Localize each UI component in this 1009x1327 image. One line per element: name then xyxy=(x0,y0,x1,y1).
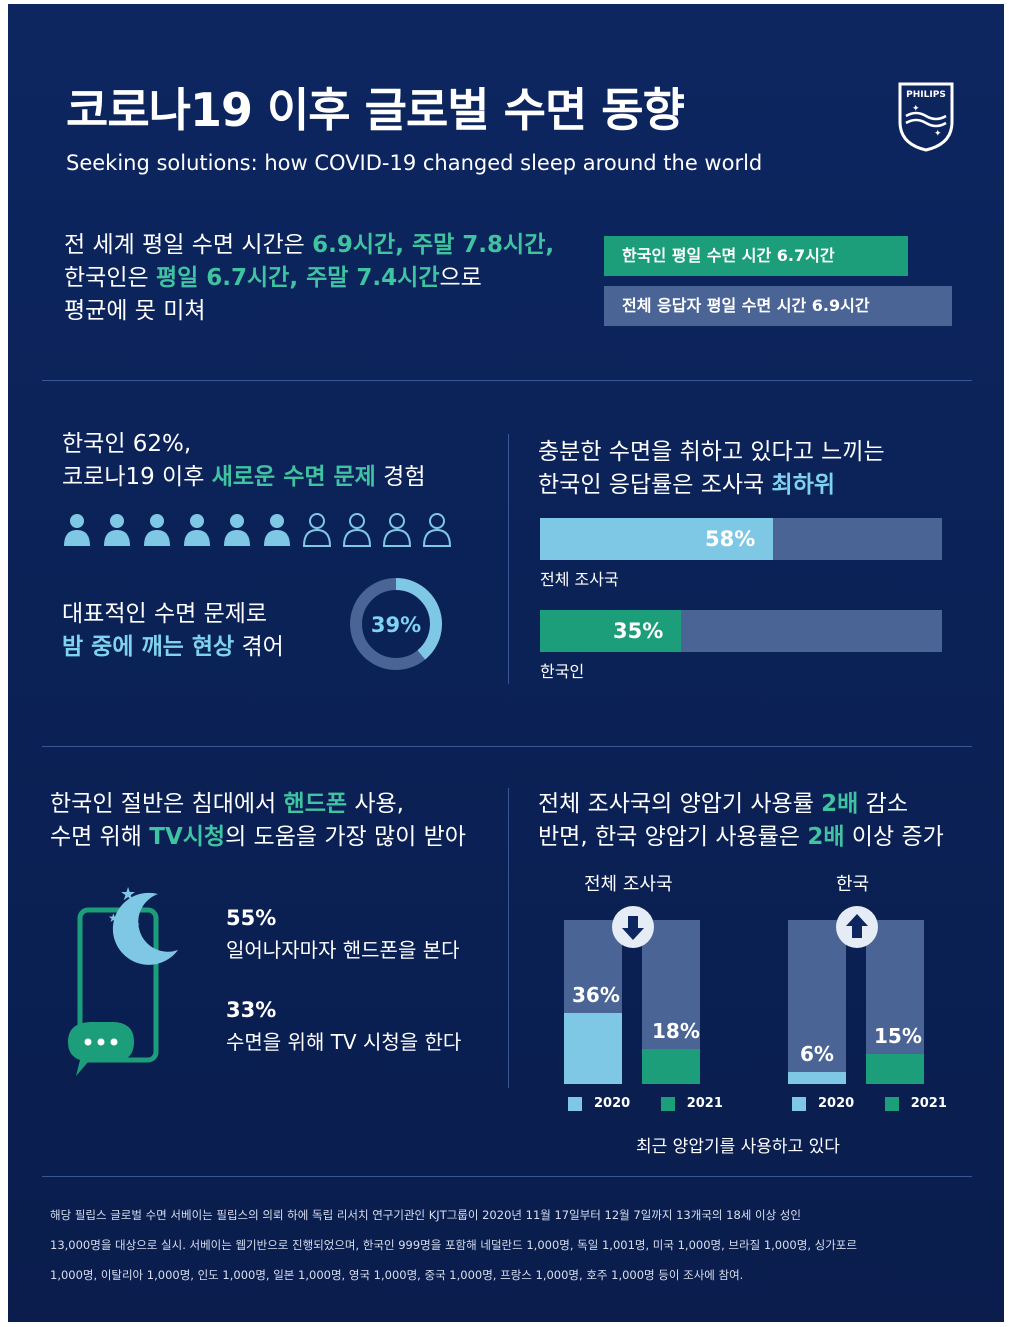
page-title: 코로나19 이후 글로벌 수면 동향 xyxy=(66,83,685,137)
phone-stat-text: 일어나자마자 핸드폰을 본다 xyxy=(226,938,460,962)
tv-stat-text: 수면을 위해 TV 시청을 한다 xyxy=(226,1030,462,1054)
bar-korea-fill xyxy=(540,610,681,652)
cpap-text: 전체 조사국의 양압기 사용률 2배 감소 반면, 한국 양압기 사용률은 2배… xyxy=(538,791,944,850)
col-all-2021-label: 18% xyxy=(652,1019,700,1043)
all-weekday-tag: 전체 응답자 평일 수면 시간 6.9시간 xyxy=(604,286,952,326)
bar-all-countries-fill xyxy=(540,518,773,560)
cpap-chart-caption: 최근 양압기를 사용하고 있다 xyxy=(636,1137,840,1157)
person-filled-icon xyxy=(184,514,210,546)
chat-bubble-icon xyxy=(68,1022,134,1076)
brand-text: PHILIPS xyxy=(906,90,946,100)
donut-chart: 39% xyxy=(348,576,444,672)
sleep-hours-summary: 전 세계 평일 수면 시간은 6.9시간, 주말 7.8시간, 한국인은 평일 … xyxy=(64,232,555,324)
person-filled-icon xyxy=(264,514,290,546)
tv-stat-pct: 33% xyxy=(226,998,277,1022)
col-korea-2020-track xyxy=(788,920,846,1084)
phone-tv-text: 한국인 절반은 침대에서 핸드폰 사용, 수면 위해 TV시청의 도움을 가장 … xyxy=(50,791,466,850)
korea-weekday-tag: 한국인 평일 수면 시간 6.7시간 xyxy=(604,236,908,276)
bar-all-countries-label: 58% xyxy=(705,527,756,551)
col-all-2020-label: 36% xyxy=(572,983,620,1007)
moon-icon xyxy=(112,892,178,965)
svg-text:✦: ✦ xyxy=(934,129,942,139)
person-outline-icon xyxy=(302,513,332,547)
bar-korea-caption: 한국인 xyxy=(540,662,585,681)
vertical-divider-bottom xyxy=(508,788,509,1088)
cpap-group-all: 36% 18% xyxy=(564,906,704,1084)
bar-korea-label: 35% xyxy=(613,619,664,643)
bar-all-countries-caption: 전체 조사국 xyxy=(540,570,619,589)
phone-stat-pct: 55% xyxy=(226,906,277,930)
col-korea-2020-label: 6% xyxy=(800,1042,834,1066)
night-waking-text: 대표적인 수면 문제로 밤 중에 깨는 현상 겪어 xyxy=(62,601,284,660)
bar-all-countries: 58% xyxy=(540,518,942,560)
bar-korea: 35% xyxy=(540,610,942,652)
col-korea-2021-label: 15% xyxy=(874,1024,922,1048)
person-filled-icon xyxy=(104,514,130,546)
donut-label: 39% xyxy=(371,613,421,637)
philips-logo: PHILIPS ✦ ✦ xyxy=(896,78,956,152)
col-korea-2021 xyxy=(866,1054,924,1084)
col-korea-2020 xyxy=(788,1072,846,1084)
col-all-2021 xyxy=(642,1049,700,1084)
col-all-2020 xyxy=(564,1013,622,1084)
legend-2020: 2020 xyxy=(594,1096,631,1111)
legend-korea: 2020 2021 xyxy=(792,1096,947,1111)
legend-2021-b: 2021 xyxy=(910,1096,947,1111)
donut-arc xyxy=(350,578,442,670)
person-outline-icon xyxy=(382,513,412,547)
svg-text:✦: ✦ xyxy=(912,104,920,114)
vertical-divider-mid xyxy=(508,434,509,684)
svg-text:★: ★ xyxy=(120,884,136,905)
person-filled-icon xyxy=(64,514,90,546)
infographic: 코로나19 이후 글로벌 수면 동향 Seeking solutions: ho… xyxy=(8,4,1004,1322)
person-filled-icon xyxy=(224,514,250,546)
arrow-up-icon xyxy=(836,906,878,948)
cpap-group-korea: 6% 15% xyxy=(788,906,928,1084)
group-label-korea: 한국 xyxy=(836,874,870,895)
legend-2020-b: 2020 xyxy=(818,1096,855,1111)
legend-all: 2020 2021 xyxy=(568,1096,723,1111)
svg-text:★: ★ xyxy=(108,911,119,925)
page-subtitle: Seeking solutions: how COVID-19 changed … xyxy=(66,151,763,175)
person-filled-icon xyxy=(144,514,170,546)
divider-bottom xyxy=(42,1176,972,1177)
legend-2021: 2021 xyxy=(686,1096,723,1111)
phone-moon-illustration: ★ ★ ★ xyxy=(58,880,188,1090)
divider-middle xyxy=(42,746,972,747)
sufficient-sleep-text: 충분한 수면을 취하고 있다고 느끼는 한국인 응답률은 조사국 최하위 xyxy=(538,439,885,498)
footnote: 해당 필립스 글로벌 수면 서베이는 필립스의 의뢰 하에 독립 리서치 연구기… xyxy=(50,1208,857,1282)
svg-text:★: ★ xyxy=(128,918,141,934)
people-pictogram-row xyxy=(62,512,462,548)
person-outline-icon xyxy=(342,513,372,547)
person-outline-icon xyxy=(422,513,452,547)
new-sleep-problem-text: 한국인 62%, 코로나19 이후 새로운 수면 문제 경험 xyxy=(62,431,426,490)
arrow-down-icon xyxy=(612,906,654,948)
group-label-all: 전체 조사국 xyxy=(584,874,673,895)
divider-top xyxy=(42,380,972,381)
